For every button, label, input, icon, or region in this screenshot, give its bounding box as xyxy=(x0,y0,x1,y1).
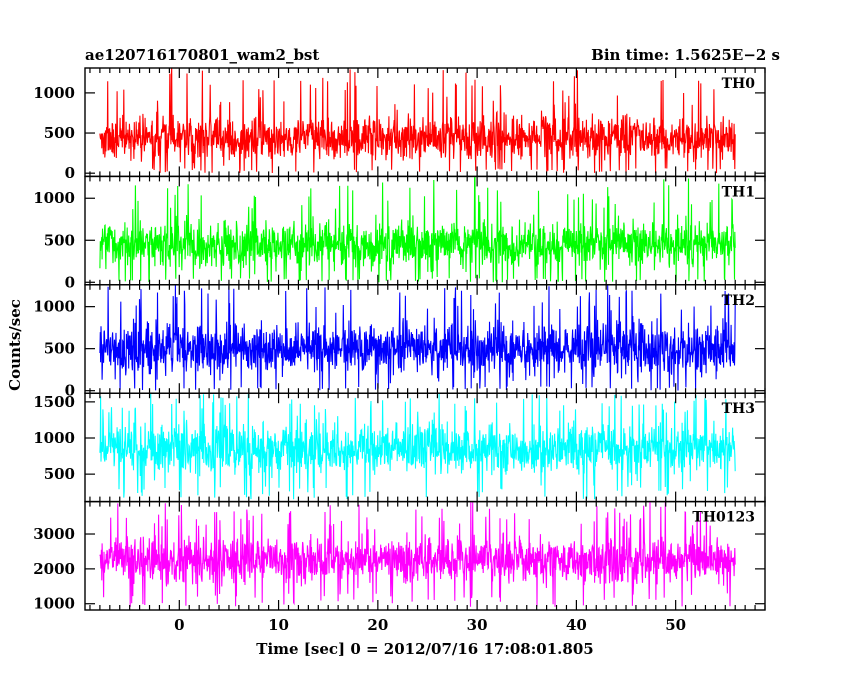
y-tick-label: 3000 xyxy=(33,525,75,543)
y-tick-label: 1500 xyxy=(33,393,75,411)
panel-th2: 0 500 1000 TH2 xyxy=(33,284,766,400)
y-tick-label: 1000 xyxy=(33,189,75,207)
y-tick-label: 500 xyxy=(44,465,75,483)
x-tick-label: 0 xyxy=(174,616,184,634)
panel-label-th0: TH0 xyxy=(722,76,756,92)
y-tick-label: 1000 xyxy=(33,595,75,613)
x-tick-label: 30 xyxy=(467,616,488,634)
panel-label-th2: TH2 xyxy=(722,293,755,309)
panel-frame-th0123 xyxy=(84,500,766,611)
y-tick-label: 1000 xyxy=(33,84,75,102)
panel-th3: 500 1000 1500 TH3 xyxy=(33,392,766,503)
x-tick-label: 20 xyxy=(367,616,388,634)
y-tick-label: 0 xyxy=(65,273,75,291)
panel-label-th1: TH1 xyxy=(722,184,755,200)
y-tick-label: 1000 xyxy=(33,298,75,316)
x-tick-label: 40 xyxy=(566,616,587,634)
panel-th0123: 1000 2000 3000 TH0123 xyxy=(33,500,766,613)
y-tick-label: 0 xyxy=(65,164,75,182)
panel-label-th3: TH3 xyxy=(722,401,755,417)
bin-time-label: Bin time: 1.5625E−2 s xyxy=(591,46,780,64)
chart-title: ae120716170801_wam2_bst xyxy=(85,46,319,64)
series-line-th0 xyxy=(99,68,736,174)
y-tick-label: 1000 xyxy=(33,429,75,447)
x-axis-label: Time [sec] 0 = 2012/07/16 17:08:01.805 xyxy=(256,640,593,658)
x-tick-label: 50 xyxy=(665,616,686,634)
y-axis-label: Counts/sec xyxy=(6,299,24,391)
series-line-th2 xyxy=(99,285,736,391)
panel-label-th0123: TH0123 xyxy=(692,510,755,526)
y-tick-label: 500 xyxy=(44,340,75,358)
series-line-th3 xyxy=(99,393,736,500)
y-tick-label: 500 xyxy=(44,231,75,249)
y-tick-label: 0 xyxy=(65,382,75,400)
panel-th1: 0 500 1000 TH1 xyxy=(33,175,766,291)
y-tick-label: 2000 xyxy=(33,560,75,578)
x-tick-label: 10 xyxy=(268,616,289,634)
y-tick-label: 500 xyxy=(44,124,75,142)
series-line-th0123 xyxy=(99,501,736,607)
series-line-th1 xyxy=(99,175,736,283)
